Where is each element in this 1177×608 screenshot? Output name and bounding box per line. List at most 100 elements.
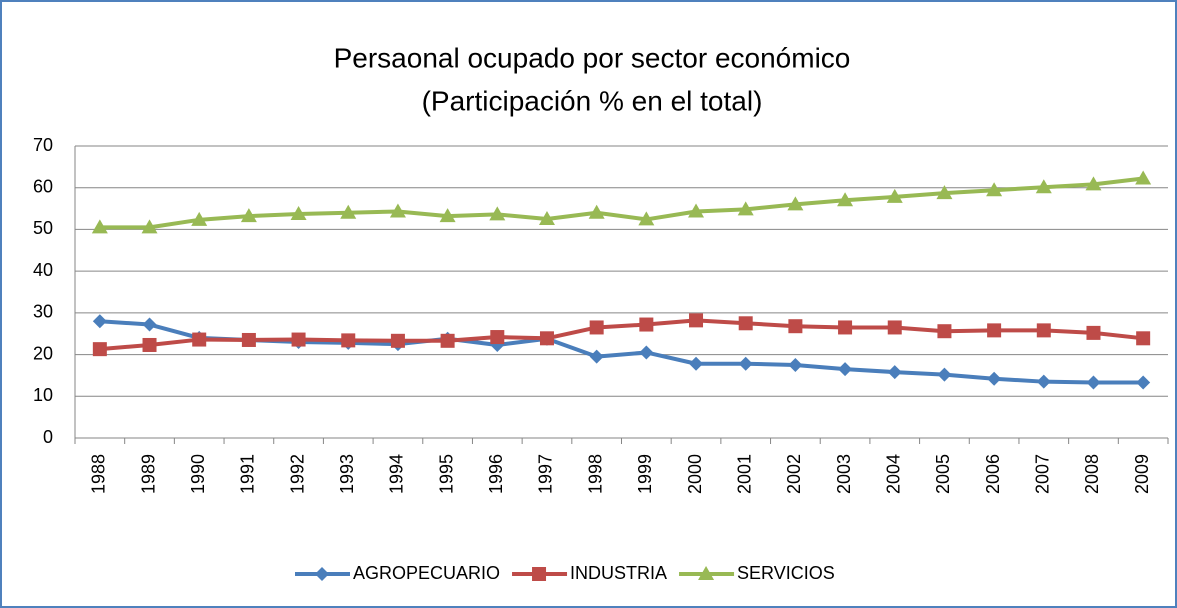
series-line — [99, 176, 1144, 230]
marker — [439, 208, 456, 223]
marker — [589, 320, 604, 335]
marker — [837, 192, 854, 207]
marker — [937, 367, 952, 382]
chart-subtitle: (Participación % en el total) — [422, 85, 763, 116]
marker — [838, 362, 853, 377]
marker — [698, 566, 715, 580]
marker — [241, 332, 256, 347]
marker — [315, 567, 329, 581]
marker — [141, 219, 158, 234]
marker — [788, 358, 803, 372]
x-tick-label: 2006 — [983, 454, 1003, 494]
marker — [1036, 374, 1051, 389]
legend-label: AGROPECUARIO — [353, 563, 500, 583]
chart-title: Persaonal ocupado por sector económico — [334, 42, 851, 73]
marker — [490, 330, 505, 345]
x-tick-label: 2007 — [1033, 454, 1053, 494]
marker — [142, 337, 157, 352]
y-tick-label: 70 — [33, 135, 53, 155]
y-tick-label: 60 — [33, 176, 53, 196]
marker — [638, 211, 655, 226]
x-tick-label: 1996 — [486, 454, 506, 494]
marker — [440, 333, 455, 348]
marker — [1136, 375, 1151, 390]
marker — [936, 185, 953, 200]
x-tick-label: 2008 — [1082, 454, 1102, 494]
marker — [987, 323, 1002, 338]
marker — [738, 356, 753, 371]
x-tick-label: 2009 — [1132, 454, 1152, 494]
x-tick-label: 2002 — [784, 454, 804, 494]
x-tick-label: 2003 — [834, 454, 854, 494]
y-tick-label: 20 — [33, 343, 53, 363]
x-tick-label: 1989 — [138, 454, 158, 494]
marker — [142, 317, 157, 332]
marker — [738, 316, 753, 331]
marker — [1035, 179, 1052, 194]
marker — [192, 332, 207, 347]
marker — [886, 188, 903, 203]
x-tick-label: 1998 — [585, 454, 605, 494]
x-tick-label: 2001 — [734, 454, 754, 494]
x-tick-label: 2004 — [884, 454, 904, 494]
marker — [589, 349, 604, 364]
x-tick-label: 1993 — [337, 454, 357, 494]
marker — [987, 371, 1002, 386]
marker — [290, 205, 307, 220]
marker — [538, 211, 555, 225]
marker — [341, 333, 356, 348]
marker — [240, 208, 257, 223]
y-tick-label: 50 — [33, 218, 53, 238]
y-tick-label: 30 — [33, 302, 53, 322]
marker — [788, 319, 803, 334]
marker — [1086, 375, 1101, 390]
marker — [937, 324, 952, 339]
marker — [191, 211, 208, 226]
legend-label: INDUSTRIA — [570, 563, 667, 583]
marker — [291, 332, 306, 347]
x-tick-label: 1992 — [287, 454, 307, 494]
x-tick-label: 1997 — [536, 454, 556, 494]
marker — [588, 204, 605, 219]
x-tick-label: 2005 — [933, 454, 953, 494]
legend-label: SERVICIOS — [737, 563, 835, 583]
marker — [389, 203, 406, 218]
x-tick-label: 1990 — [188, 454, 208, 494]
y-tick-label: 10 — [33, 385, 53, 405]
y-tick-label: 40 — [33, 260, 53, 280]
marker — [1036, 323, 1051, 338]
marker — [689, 313, 704, 328]
x-tick-label: 1988 — [89, 454, 109, 494]
marker — [340, 204, 357, 219]
marker — [92, 314, 107, 329]
marker — [887, 320, 902, 335]
marker — [1085, 176, 1102, 191]
marker — [1136, 331, 1151, 346]
marker — [838, 320, 853, 335]
marker — [1135, 170, 1152, 185]
marker — [986, 182, 1003, 197]
marker — [539, 331, 554, 346]
marker — [689, 356, 704, 371]
marker — [787, 196, 804, 211]
marker — [639, 317, 654, 332]
y-tick-label: 0 — [43, 427, 53, 447]
x-tick-label: 1999 — [635, 454, 655, 494]
marker — [639, 345, 654, 360]
series-line — [99, 318, 1144, 352]
x-tick-label: 1995 — [436, 454, 456, 494]
x-tick-label: 1991 — [238, 454, 258, 494]
marker — [92, 342, 107, 357]
marker — [1086, 325, 1101, 340]
marker — [737, 201, 754, 216]
marker — [887, 365, 902, 380]
marker — [91, 219, 108, 234]
marker — [688, 203, 705, 218]
marker — [489, 206, 506, 221]
marker — [532, 567, 547, 581]
x-tick-label: 1994 — [387, 454, 407, 494]
x-tick-label: 2000 — [685, 454, 705, 494]
marker — [390, 333, 405, 348]
